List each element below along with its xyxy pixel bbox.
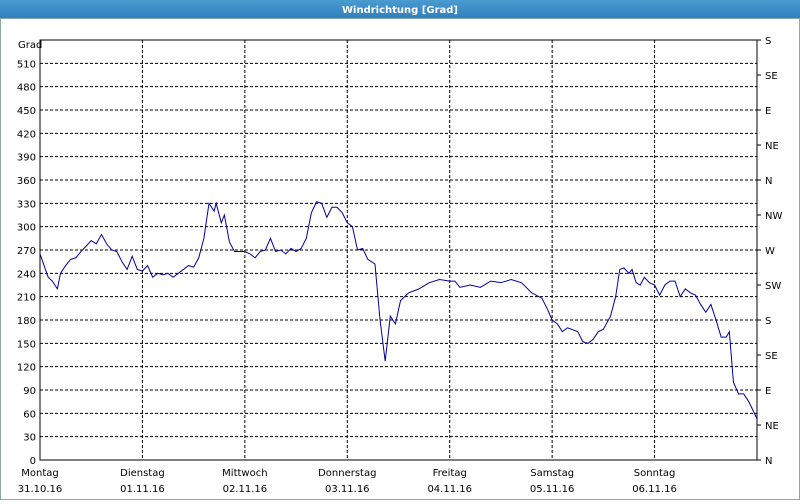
y-tick-label: 390 xyxy=(17,153,36,164)
y-tick-label: 0 xyxy=(30,456,36,467)
y2-tick-label: NE xyxy=(765,141,779,152)
y-tick-label: 30 xyxy=(23,433,36,444)
x-tick-label: 04.11.16 xyxy=(427,484,472,495)
x-tick-label: 31.10.16 xyxy=(18,484,63,495)
x-tick-label: Dienstag xyxy=(120,468,165,479)
y-tick-label: 330 xyxy=(17,199,36,210)
x-tick-label: 03.11.16 xyxy=(325,484,370,495)
y2-tick-label: NE xyxy=(765,421,779,432)
y-tick-label: 90 xyxy=(23,386,36,397)
y2-tick-label: N xyxy=(765,176,772,187)
y2-tick-label: SE xyxy=(765,71,778,82)
y-tick-label: 120 xyxy=(17,363,36,374)
chart-title: Windrichtung [Grad] xyxy=(342,5,458,16)
y-axis-label: Grad xyxy=(18,40,42,51)
y2-tick-label: SW xyxy=(765,281,781,292)
y-tick-label: 480 xyxy=(17,83,36,94)
y2-tick-label: NW xyxy=(765,211,782,222)
title-bar xyxy=(0,0,800,18)
y-tick-label: 150 xyxy=(17,339,36,350)
data-line xyxy=(39,201,758,419)
x-tick-label: 01.11.16 xyxy=(120,484,165,495)
y2-tick-label: N xyxy=(765,456,772,467)
x-tick-label: Samstag xyxy=(530,468,574,479)
y2-tick-label: S xyxy=(765,36,771,47)
y-tick-label: 180 xyxy=(17,316,36,327)
y2-tick-label: E xyxy=(765,386,771,397)
y-tick-label: 240 xyxy=(17,269,36,280)
y-tick-label: 300 xyxy=(17,223,36,234)
y2-tick-label: S xyxy=(765,316,771,327)
x-tick-label: 05.11.16 xyxy=(530,484,575,495)
y2-tick-label: W xyxy=(765,246,775,257)
x-tick-label: Mittwoch xyxy=(222,468,267,479)
y-tick-label: 60 xyxy=(23,409,36,420)
x-tick-label: Sonntag xyxy=(634,468,676,479)
x-tick-label: Freitag xyxy=(433,468,467,479)
y-tick-label: 270 xyxy=(17,246,36,257)
plot-border xyxy=(39,39,758,461)
y-tick-label: 210 xyxy=(17,293,36,304)
y2-tick-label: SE xyxy=(765,351,778,362)
y-tick-label: 420 xyxy=(17,129,36,140)
x-tick-label: 06.11.16 xyxy=(632,484,677,495)
x-tick-label: Montag xyxy=(21,468,58,479)
x-tick-label: Donnerstag xyxy=(318,468,376,479)
y-tick-label: 360 xyxy=(17,176,36,187)
y2-tick-label: E xyxy=(765,106,771,117)
y-tick-label: 450 xyxy=(17,106,36,117)
x-tick-label: 02.11.16 xyxy=(223,484,268,495)
y-tick-label: 510 xyxy=(17,59,36,70)
